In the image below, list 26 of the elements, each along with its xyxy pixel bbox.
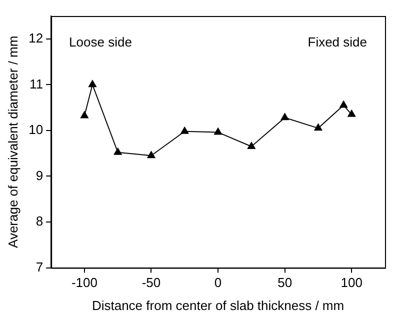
x-tick-label: -100 bbox=[71, 275, 98, 290]
x-tick-label: 50 bbox=[278, 275, 292, 290]
annotation: Fixed side bbox=[308, 34, 367, 50]
x-axis-title: Distance from center of slab thickness / mm bbox=[92, 298, 344, 313]
y-tick-label: 8 bbox=[36, 214, 44, 229]
point bbox=[80, 110, 89, 118]
y-tick-label: 9 bbox=[36, 168, 44, 183]
point bbox=[280, 112, 290, 120]
annotation: Loose side bbox=[69, 34, 132, 50]
point bbox=[347, 109, 356, 117]
x-tick-label: -50 bbox=[142, 275, 161, 290]
x-tick-label: 100 bbox=[340, 275, 362, 290]
point bbox=[88, 80, 97, 88]
point bbox=[180, 126, 189, 134]
point bbox=[114, 147, 122, 155]
point bbox=[339, 100, 348, 108]
y-tick-label: 12 bbox=[28, 30, 44, 46]
y-axis-title: Average of equivalent diameter / mm bbox=[5, 36, 20, 248]
x-tick-label: 0 bbox=[214, 275, 222, 290]
y-tick-label: 7 bbox=[36, 259, 44, 274]
point bbox=[146, 150, 156, 158]
point bbox=[247, 141, 256, 149]
point bbox=[314, 123, 323, 131]
y-tick-label: 10 bbox=[28, 122, 44, 138]
y-tick-label: 11 bbox=[30, 76, 44, 92]
point bbox=[214, 127, 222, 135]
